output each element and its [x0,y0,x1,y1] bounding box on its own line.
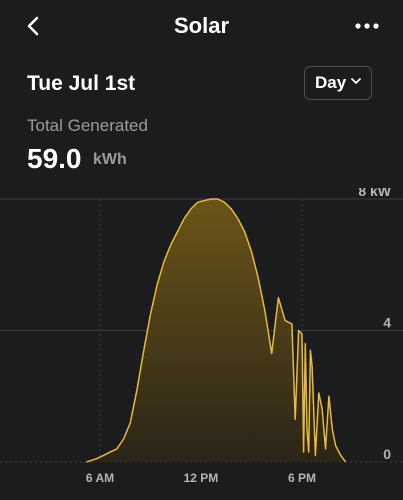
total-generated-value: 59.0 [27,143,82,174]
x-tick-label: 6 AM [86,471,114,485]
range-select-value: Day [315,73,347,92]
page-title: Solar [173,13,230,38]
x-tick-label: 12 PM [184,471,219,485]
total-generated-label: Total Generated [27,116,148,135]
chevron-down-icon [351,78,361,84]
range-select[interactable]: Day [304,66,372,100]
y-tick-label: 8 kW [358,188,391,199]
generation-line [86,198,347,463]
y-tick-label: 0 [383,446,391,462]
x-tick-label: 6 PM [288,471,316,485]
generation-area [86,199,346,462]
solar-generation-chart[interactable]: 8 kW 4 0 6 AM 12 PM 6 PM [0,188,403,500]
more-dots-icon[interactable] [353,12,381,40]
y-tick-label: 4 [383,315,391,331]
chevron-left-icon[interactable] [20,12,48,40]
total-generated-unit: kWh [93,151,127,168]
date-label: Tue Jul 1st [27,72,136,95]
top-bar: Solar [0,0,403,54]
